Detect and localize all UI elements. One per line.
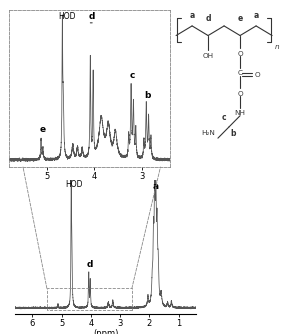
Text: O: O: [255, 72, 260, 78]
Text: HOD: HOD: [65, 180, 83, 189]
Text: b: b: [231, 129, 236, 138]
Text: O: O: [237, 91, 243, 97]
Text: d: d: [88, 12, 95, 21]
Text: a: a: [152, 182, 158, 191]
Text: n: n: [275, 43, 279, 49]
Text: H₂N: H₂N: [202, 130, 215, 136]
Text: b: b: [144, 91, 150, 100]
Text: d: d: [87, 260, 93, 269]
Text: c: c: [129, 71, 135, 80]
Text: e: e: [40, 125, 46, 134]
Text: c: c: [222, 113, 226, 122]
Text: OH: OH: [202, 53, 214, 59]
Text: d: d: [205, 14, 211, 23]
Text: a: a: [190, 11, 195, 20]
Text: HOD: HOD: [58, 12, 76, 21]
Text: a: a: [253, 11, 259, 20]
Bar: [47, 289, 132, 310]
X-axis label: (ppm): (ppm): [93, 329, 118, 334]
Text: O: O: [237, 51, 243, 57]
Text: e: e: [237, 14, 243, 23]
Text: C: C: [238, 70, 243, 76]
Text: NH: NH: [235, 110, 246, 116]
